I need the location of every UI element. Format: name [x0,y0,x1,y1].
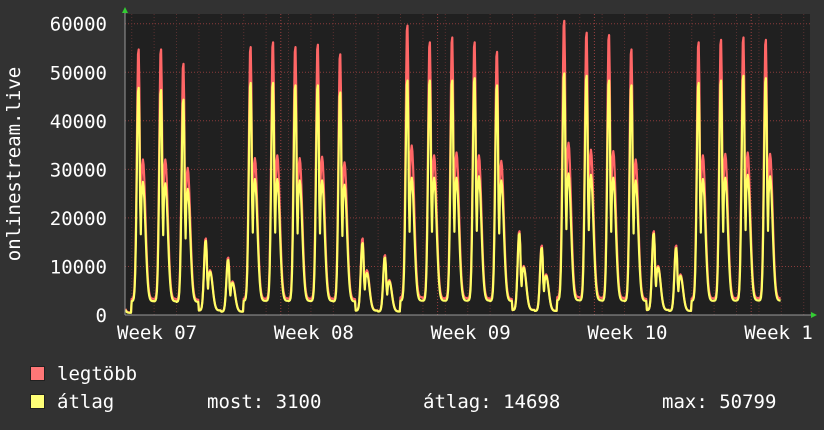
y-tick-label: 30000 [50,159,107,181]
y-tick-label: 50000 [50,62,107,84]
x-axis: Week 07 Week 08 Week 09 Week 10 Week 1 [117,322,813,344]
legend-item-avg: átlag [30,391,114,413]
series-line-avg [124,72,782,314]
legend-swatch-avg [30,394,45,409]
x-axis-arrow-icon [811,312,817,318]
y-tick-label: 60000 [50,14,107,36]
legend-label-avg: átlag [57,391,115,413]
stat-max: max: 50799 [662,391,777,413]
stat-average: átlag: 14698 [423,391,561,413]
legend-label-max: legtöbb [57,363,138,385]
stat-now: most: 3100 [207,391,322,413]
x-tick-label: Week 07 [117,322,197,344]
legend-item-max: legtöbb [30,363,137,385]
y-tick-label: 10000 [50,256,107,278]
x-tick-label: Week 10 [587,322,667,344]
x-tick-label: Week 09 [431,322,511,344]
grid [125,14,810,315]
y-tick-label: 20000 [50,208,107,230]
y-axis: 0 10000 20000 30000 40000 50000 60000 [50,14,107,327]
x-tick-label: Week 1 [744,322,813,344]
y-axis-label: onlinestream.live [3,67,25,261]
y-tick-label: 40000 [50,111,107,133]
series-area [124,19,782,314]
y-axis-arrow-icon [122,7,128,13]
y-tick-label: 0 [96,305,107,327]
legend-swatch-max [30,366,45,381]
x-tick-label: Week 08 [274,322,354,344]
